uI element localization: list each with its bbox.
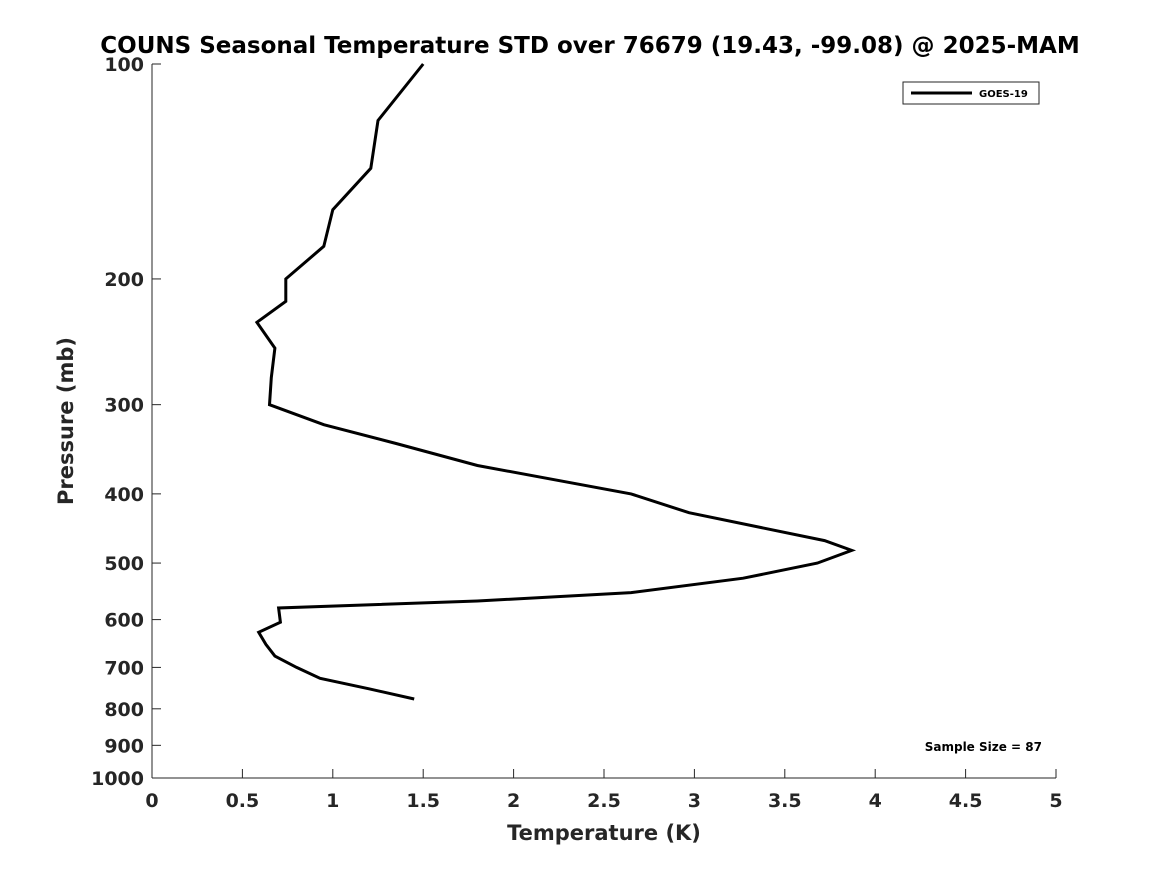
y-axis-label: Pressure (mb): [54, 337, 78, 505]
x-tick-label: 5: [1049, 790, 1062, 812]
x-tick-label: 1: [326, 790, 339, 812]
x-tick-label: 1.5: [406, 790, 440, 812]
y-tick-label: 800: [104, 699, 144, 721]
x-tick-label: 3: [688, 790, 701, 812]
y-tick-label: 1000: [91, 768, 144, 790]
legend: GOES-19: [902, 81, 1040, 105]
x-tick-label: 0: [145, 790, 158, 812]
y-tick-label: 300: [104, 395, 144, 417]
x-tick-label: 4.5: [949, 790, 983, 812]
x-tick-label: 0.5: [226, 790, 260, 812]
legend-label-goes-19: GOES-19: [979, 89, 1028, 100]
sample-size-annotation: Sample Size = 87: [925, 740, 1042, 754]
series-layer: [254, 63, 857, 701]
x-axis-label: Temperature (K): [507, 821, 701, 845]
x-axis-ticks: 0 0.5 1 1.5 2 2.5 3 3.5 4 4.5 5: [145, 769, 1063, 812]
y-tick-label: 900: [104, 735, 144, 757]
y-axis-ticks: 100 200 300 400 500 600 700 800 900 1000: [91, 54, 161, 790]
x-tick-label: 2: [507, 790, 520, 812]
y-tick-label: 200: [104, 269, 144, 291]
x-tick-label: 3.5: [768, 790, 802, 812]
x-tick-label: 2.5: [587, 790, 621, 812]
chart-title: COUNS Seasonal Temperature STD over 7667…: [100, 33, 1079, 59]
plot-area: 0 0.5 1 1.5 2 2.5 3 3.5 4 4.5 5 100 200 300 400 500 600…: [91, 54, 1063, 812]
y-tick-label: 700: [104, 657, 144, 679]
y-tick-label: 100: [104, 54, 144, 76]
y-tick-label: 600: [104, 610, 144, 632]
x-tick-label: 4: [869, 790, 882, 812]
y-tick-label: 400: [104, 484, 144, 506]
series-line-goes-19: [254, 63, 857, 701]
y-tick-label: 500: [104, 553, 144, 575]
